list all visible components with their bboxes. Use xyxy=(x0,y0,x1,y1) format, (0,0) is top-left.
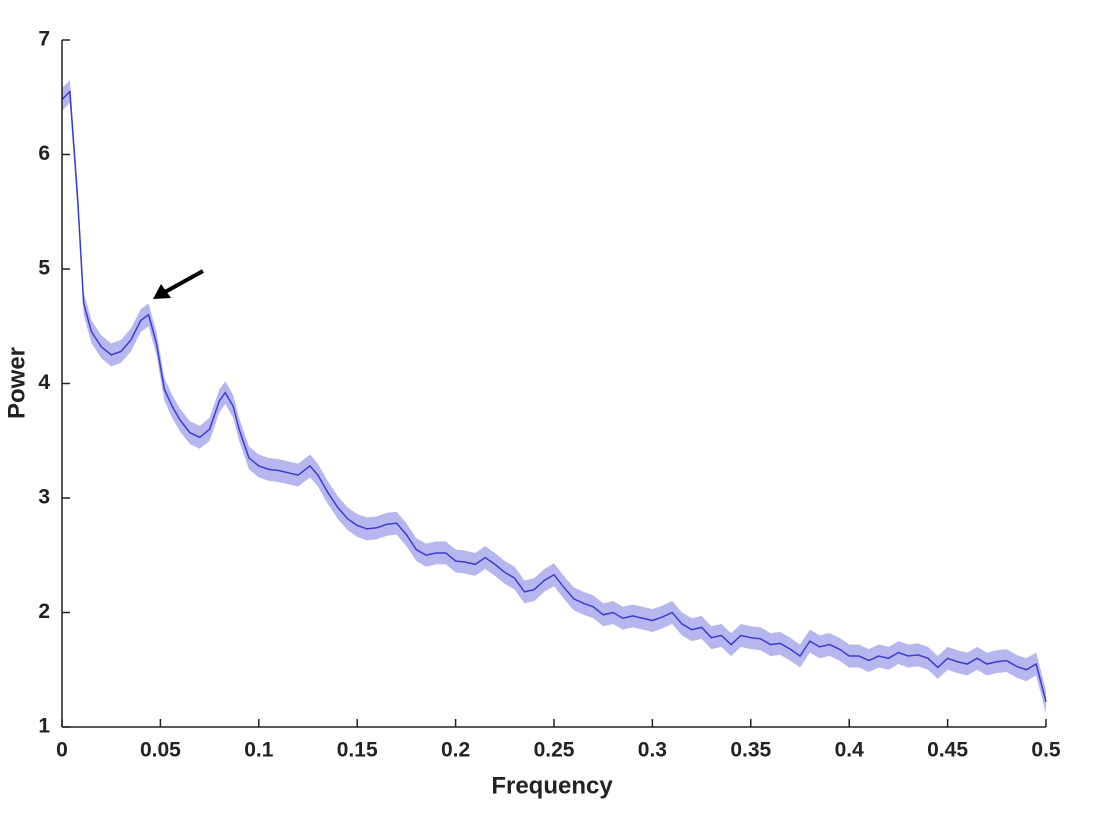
y-tick-label: 1 xyxy=(38,715,50,738)
x-tick-label: 0.1 xyxy=(244,739,274,762)
x-tick-label: 0.4 xyxy=(835,739,865,762)
x-tick-label: 0.05 xyxy=(140,739,181,762)
x-tick-label: 0.25 xyxy=(534,739,575,762)
y-tick-label: 6 xyxy=(38,142,50,165)
y-tick-label: 7 xyxy=(38,28,50,51)
x-axis-label: Frequency xyxy=(491,772,613,799)
y-tick-label: 3 xyxy=(38,486,50,509)
y-axis-label: Power xyxy=(3,347,30,419)
confidence-band xyxy=(62,80,1046,714)
x-tick-label: 0.15 xyxy=(337,739,378,762)
x-tick-label: 0 xyxy=(56,739,68,762)
x-tick-label: 0.35 xyxy=(730,739,771,762)
x-tick-label: 0.45 xyxy=(927,739,968,762)
x-tick-label: 0.5 xyxy=(1031,739,1061,762)
x-tick-label: 0.3 xyxy=(638,739,667,762)
annotation-arrow xyxy=(153,269,204,299)
y-tick-label: 2 xyxy=(38,600,50,623)
y-tick-label: 4 xyxy=(38,371,50,394)
y-tick-label: 5 xyxy=(38,257,50,280)
x-tick-label: 0.2 xyxy=(441,739,470,762)
data-line xyxy=(61,89,1047,702)
